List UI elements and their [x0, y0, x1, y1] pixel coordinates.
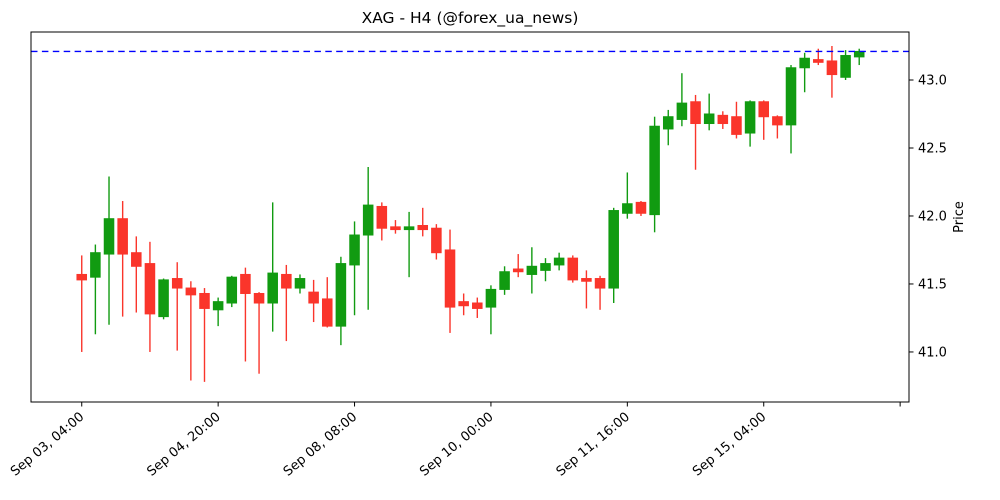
- candle-body: [840, 55, 851, 78]
- y-tick-label: 42.0: [918, 209, 947, 224]
- candle-body: [485, 288, 497, 308]
- y-tick-label: 41.5: [918, 277, 947, 292]
- candle-body: [608, 210, 619, 289]
- y-tick-label: 43.0: [918, 74, 947, 89]
- candle-body: [90, 252, 101, 278]
- candle-body: [199, 292, 210, 309]
- candle-body: [662, 116, 674, 130]
- candle-body: [308, 291, 319, 304]
- candle-body: [731, 116, 742, 135]
- candle-body: [799, 57, 810, 69]
- candle-body: [267, 272, 278, 304]
- candle-body: [131, 252, 142, 267]
- candle-body: [567, 257, 579, 281]
- candle-body: [321, 298, 333, 327]
- x-tick-label: Sep 10, 00:00: [417, 410, 496, 480]
- candle-body: [676, 102, 688, 120]
- x-tick-label: Sep 03, 04:00: [8, 410, 87, 480]
- candle-body: [581, 278, 592, 282]
- candle-body: [253, 292, 265, 304]
- candle-body: [472, 302, 483, 309]
- candle-body: [390, 226, 401, 231]
- plot-border: [30, 31, 910, 403]
- candle-body: [512, 268, 524, 273]
- candle-body: [281, 273, 292, 289]
- candle-body: [226, 276, 238, 304]
- candle-body: [622, 203, 633, 214]
- candle-body: [635, 201, 647, 214]
- candle-body: [526, 265, 538, 275]
- candle-body: [185, 287, 197, 296]
- candle-body: [158, 279, 169, 318]
- x-tick-label: Sep 04, 20:00: [144, 410, 223, 480]
- candle-body: [417, 224, 429, 231]
- y-tick-label: 41.0: [918, 345, 947, 360]
- candle-body: [117, 218, 128, 255]
- candle-body: [240, 273, 251, 294]
- candle-body: [594, 278, 606, 289]
- candle-body: [76, 273, 88, 281]
- candle-body: [553, 257, 565, 266]
- plot-area: 41.0 41.5 42.0 42.5 43.0 Sep 03, 04:00 Sep 04,…: [8, 31, 947, 480]
- candle-body: [458, 301, 469, 307]
- candle-body: [703, 113, 715, 125]
- candle-body: [103, 218, 115, 255]
- candle-body: [540, 263, 551, 271]
- candle-body: [376, 205, 388, 229]
- candle-body: [690, 101, 701, 125]
- candle-body: [499, 271, 510, 290]
- candle-body: [853, 50, 865, 58]
- candle-body: [826, 60, 838, 76]
- candle-body: [403, 226, 415, 231]
- x-tick-label: Sep 15, 04:00: [690, 410, 769, 480]
- candle-body: [349, 234, 360, 266]
- candle-body: [744, 101, 756, 134]
- candle-body: [444, 249, 456, 308]
- y-tick-label: 42.5: [918, 141, 947, 156]
- candle-body: [212, 301, 224, 311]
- candle-body: [649, 125, 660, 216]
- chart-title: XAG - H4 (@forex_ua_news): [362, 9, 579, 28]
- candle-body: [362, 204, 374, 236]
- candle-body: [294, 278, 306, 289]
- x-tick-label: Sep 08, 08:00: [281, 410, 360, 480]
- candle-body: [717, 114, 729, 125]
- x-tick-label: Sep 11, 16:00: [554, 410, 633, 480]
- candle-body: [785, 67, 797, 126]
- candle-body: [335, 263, 347, 327]
- candle-body: [758, 101, 770, 118]
- candle-body: [772, 116, 783, 126]
- candle-body: [171, 278, 183, 289]
- candle-body: [813, 59, 824, 63]
- candle-body: [144, 263, 156, 315]
- y-axis-label: Price: [952, 201, 967, 233]
- candle-body: [431, 227, 442, 254]
